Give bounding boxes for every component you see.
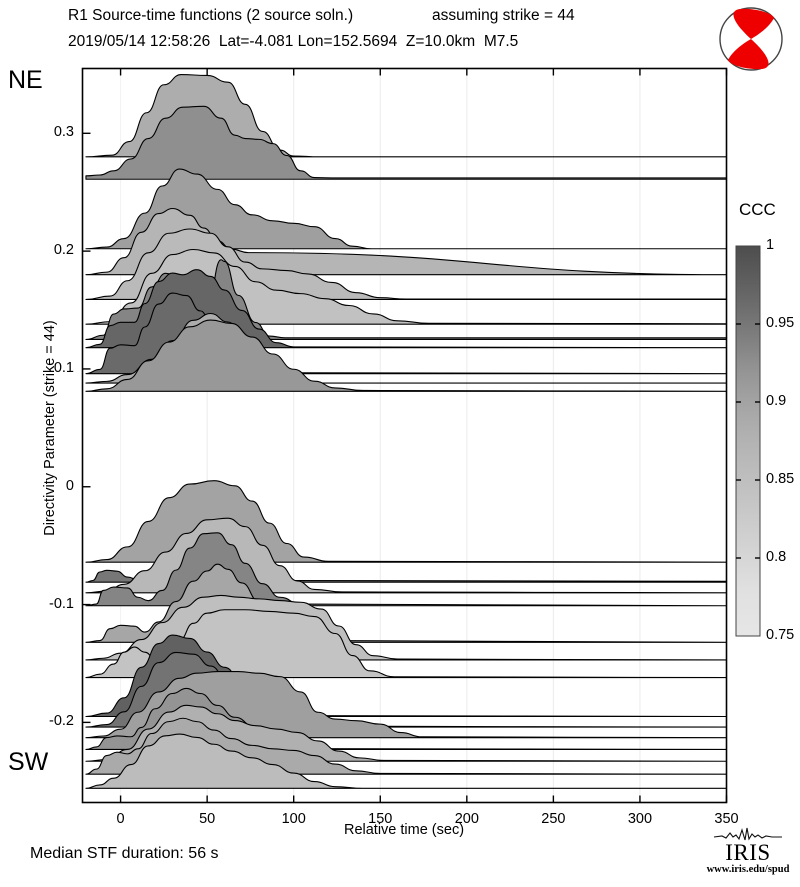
x-axis-label: Relative time (sec) [343,822,465,838]
stf-trace-area [85,733,728,789]
y-tick-label: -0.1 [49,595,74,612]
stf-trace-area [85,74,728,158]
iris-seismogram-icon [713,827,782,841]
stf-trace [85,319,728,392]
y-tick-label: 0.2 [53,242,74,259]
stf-trace [85,105,728,180]
x-tick-label: 50 [199,810,216,827]
y-tick-label: 0.1 [53,359,74,376]
iris-logo[interactable]: IRIS www.iris.edu/spud [700,826,796,884]
iris-url: www.iris.edu/spud [706,864,790,875]
stf-trace [85,269,728,349]
stf-trace [85,207,728,276]
ccc-colorbar [735,245,761,637]
x-tick-label: 350 [714,810,739,827]
y-tick-label: -0.2 [49,713,74,730]
colorbar-gradient [735,245,761,637]
event-info-label: 2019/05/14 12:58:26 Lat=-4.081 Lon=152.5… [68,33,519,50]
iris-wordmark: IRIS [725,840,771,865]
orientation-label-ne: NE [8,66,43,94]
orientation-label-sw: SW [8,748,49,776]
stf-trace-group [85,74,728,789]
x-tick-label: 300 [627,810,653,827]
stf-trace-area [85,168,728,250]
colorbar-tick-label: 0.8 [766,549,787,565]
stf-trace [85,168,728,250]
page-title: R1 Source-time functions (2 source soln.… [68,7,354,24]
y-tick-label: 0 [65,477,74,494]
x-tick-label: 100 [281,810,306,827]
colorbar-title: CCC [739,200,776,219]
colorbar-tick-label: 0.9 [766,393,787,409]
plot-border [81,67,728,804]
colorbar-tick-label: 0.95 [766,315,795,331]
seismogram-trace [713,827,782,841]
median-duration-label: Median STF duration: 56 s [30,845,219,862]
plot-frame [81,67,728,804]
stf-trace [85,733,728,789]
y-tick-label: 0.3 [53,124,74,141]
stf-trace-area [85,207,728,276]
stf-trace-area [85,319,728,392]
focal-mechanism-beachball [719,7,783,71]
stf-trace-area [85,269,728,349]
colorbar-tick-label: 1 [766,237,775,253]
colorbar-tick-label: 0.75 [766,627,795,643]
x-tick-label: 250 [541,810,566,827]
x-tick-label: 0 [116,810,125,827]
x-tick-label: 150 [368,810,393,827]
beachball-quadrant-compression-top [733,8,774,39]
stf-trace [85,74,728,158]
stf-trace-area [85,609,728,679]
stf-trace-area [85,105,728,180]
x-tick-label: 200 [454,810,479,827]
stf-trace [85,609,728,679]
beachball-quadrant-compression-bottom [728,39,769,70]
colorbar-tick-label: 0.85 [766,471,795,487]
stf-trace-area [85,670,728,739]
stf-trace [85,670,728,739]
strike-assumption-label: assuming strike = 44 [432,7,575,24]
